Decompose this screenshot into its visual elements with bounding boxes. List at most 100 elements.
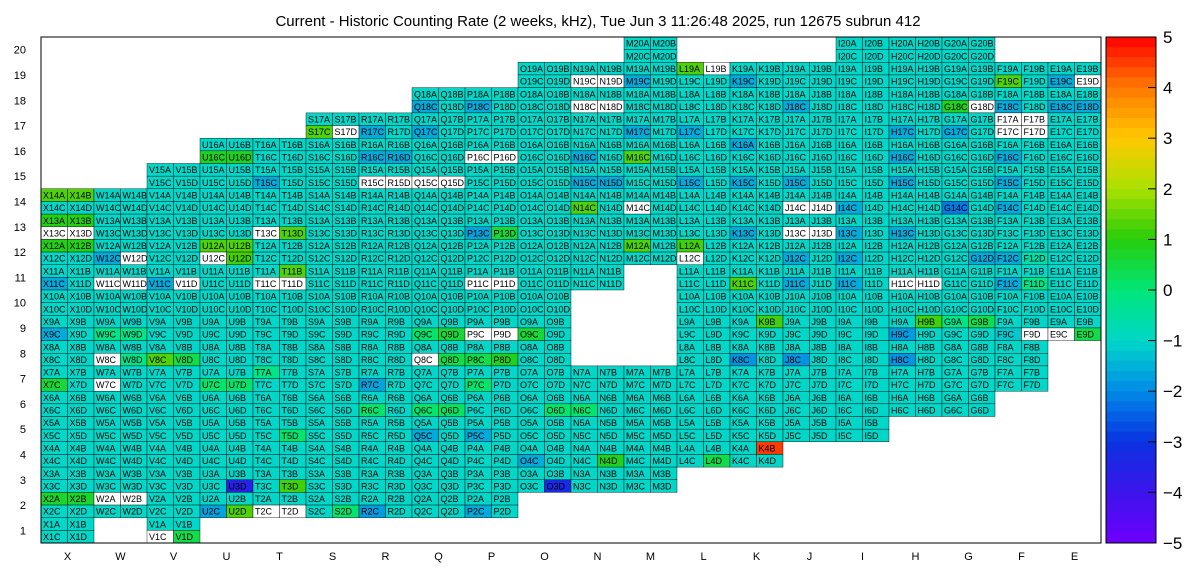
cell-label-X12B: X12B (70, 241, 92, 251)
cell-label-E19D: E19D (1077, 77, 1100, 87)
cell-label-I20D: I20D (865, 51, 885, 61)
cell-label-N5D: N5D (600, 431, 619, 441)
cell-label-U10B: U10B (229, 292, 252, 302)
cell-label-N18A: N18A (573, 89, 596, 99)
cell-label-O6A: O6A (520, 393, 538, 403)
cell-label-O3D: O3D (547, 481, 566, 491)
cell-label-F8C: F8C (997, 355, 1015, 365)
cell-label-G19C: G19C (944, 77, 968, 87)
cell-label-N14D: N14D (600, 203, 624, 213)
cell-label-S17A: S17A (308, 115, 330, 125)
cell-label-L6B: L6B (706, 393, 722, 403)
cell-label-O19D: O19D (547, 77, 571, 87)
cell-label-R13C: R13C (361, 228, 385, 238)
cell-label-F17A: F17A (997, 115, 1019, 125)
cell-label-K18D: K18D (759, 102, 782, 112)
cell-label-R3A: R3A (361, 469, 379, 479)
cell-label-E9A: E9A (1050, 317, 1067, 327)
cell-label-L8C: L8C (679, 355, 696, 365)
color-scale-band (1106, 239, 1156, 251)
cell-label-Q17C: Q17C (414, 127, 438, 137)
cell-label-W11A: W11A (96, 266, 120, 276)
cell-label-I9C: I9C (838, 330, 853, 340)
cell-label-N19A: N19A (573, 64, 596, 74)
cell-label-Q5B: Q5B (441, 418, 459, 428)
cell-label-I13A: I13A (838, 216, 857, 226)
cell-label-P4B: P4B (494, 443, 511, 453)
cell-label-O19A: O19A (520, 64, 543, 74)
cell-label-X13D: X13D (70, 228, 93, 238)
cell-label-N15D: N15D (600, 178, 624, 188)
cell-label-G6C: G6C (944, 406, 963, 416)
cell-label-T16D: T16D (282, 153, 305, 163)
cell-label-G11D: G11D (971, 279, 994, 289)
cell-label-S8C: S8C (308, 355, 326, 365)
cell-label-S2B: S2B (335, 494, 352, 504)
cell-label-J5A: J5A (785, 418, 801, 428)
cell-label-O7B: O7B (547, 368, 565, 378)
cell-label-U7B: U7B (229, 368, 247, 378)
cell-label-N5B: N5B (600, 418, 618, 428)
cell-label-P13A: P13A (467, 216, 489, 226)
cell-label-K19C: K19C (732, 77, 755, 87)
cell-label-O5C: O5C (520, 431, 539, 441)
cell-label-W7D: W7D (123, 380, 144, 390)
cell-label-I5A: I5A (838, 418, 852, 428)
cell-label-U8A: U8A (202, 342, 220, 352)
cell-label-W7B: W7B (123, 368, 143, 378)
cell-label-H18A: H18A (891, 89, 914, 99)
cell-label-G7B: G7B (971, 368, 989, 378)
cell-label-K6B: K6B (759, 393, 776, 403)
cell-label-W10D: W10D (123, 304, 149, 314)
color-scale-band (1106, 97, 1156, 109)
cell-label-V15B: V15B (176, 165, 198, 175)
cell-label-K13A: K13A (732, 216, 754, 226)
cell-label-L17D: L17D (706, 127, 728, 137)
cell-label-F8B: F8B (1024, 342, 1041, 352)
cell-label-Q6D: Q6D (441, 406, 460, 416)
cell-label-V10B: V10B (176, 292, 198, 302)
cell-label-X8D: X8D (70, 355, 88, 365)
cell-label-O3B: O3B (547, 469, 565, 479)
cell-label-Q2D: Q2D (441, 507, 460, 517)
cell-label-T13D: T13D (282, 228, 305, 238)
cell-label-V3C: V3C (149, 481, 167, 491)
cell-label-U2B: U2B (229, 494, 247, 504)
cell-label-S4D: S4D (335, 456, 353, 466)
cell-label-V13B: V13B (176, 216, 198, 226)
heatmap-cell-M3D (650, 479, 678, 493)
cell-label-X1D: X1D (70, 532, 88, 542)
cell-label-V1C: V1C (149, 532, 167, 542)
color-scale-band (1106, 310, 1156, 321)
cell-label-R16A: R16A (361, 140, 384, 150)
cell-label-T9D: T9D (282, 330, 300, 340)
cell-label-Q9D: Q9D (441, 330, 460, 340)
cell-label-H7B: H7B (918, 368, 936, 378)
cell-label-S4B: S4B (335, 443, 352, 453)
color-scale-band (1106, 158, 1156, 170)
cell-label-G15C: G15C (944, 178, 968, 188)
cell-label-Q13C: Q13C (414, 228, 438, 238)
cell-label-H11C: H11C (891, 279, 914, 289)
cell-label-W13D: W13D (123, 228, 149, 238)
cell-label-R7C: R7C (361, 380, 380, 390)
cell-label-V12D: V12D (176, 254, 199, 264)
cell-label-M16D: M16D (653, 153, 678, 163)
cell-label-L9B: L9B (706, 317, 722, 327)
cell-label-M15D: M15D (653, 178, 678, 188)
cell-label-O14A: O14A (520, 190, 543, 200)
color-scale-band (1106, 401, 1156, 412)
cell-label-X12A: X12A (43, 241, 65, 251)
cell-label-I16A: I16A (838, 140, 857, 150)
cell-label-T3A: T3A (255, 469, 272, 479)
cell-label-I18B: I18B (865, 89, 884, 99)
cell-label-M4C: M4C (626, 456, 646, 466)
cell-label-U2A: U2A (202, 494, 220, 504)
cell-label-S3B: S3B (335, 469, 352, 479)
cell-label-S9D: S9D (335, 330, 353, 340)
cell-label-N11A: N11A (573, 266, 595, 276)
cell-label-V8C: V8C (149, 355, 167, 365)
cell-label-L16C: L16C (679, 153, 701, 163)
cell-label-J9C: J9C (785, 330, 802, 340)
